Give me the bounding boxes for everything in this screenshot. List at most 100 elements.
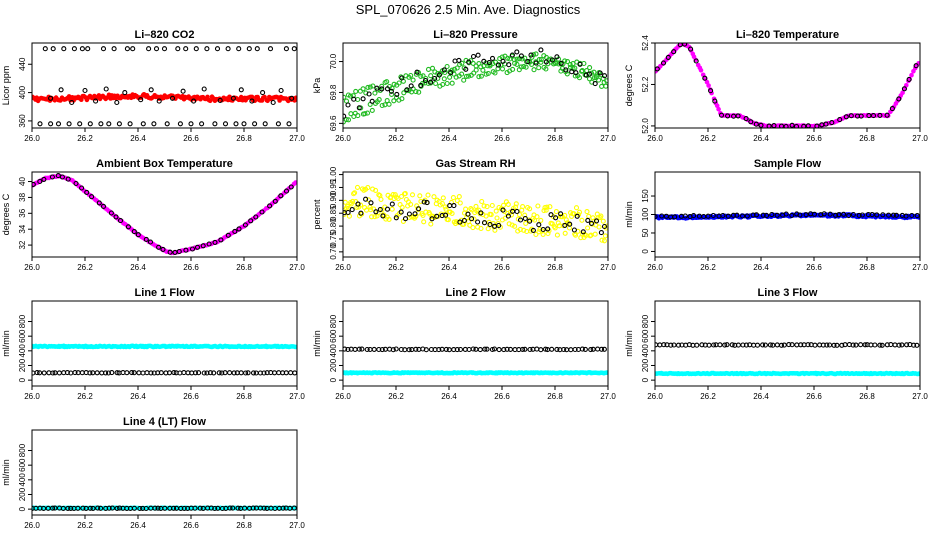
data-point — [514, 61, 520, 67]
y-tick-label: 800 — [329, 314, 338, 328]
data-point — [69, 99, 75, 106]
y-tick-label: 800 — [641, 314, 650, 328]
data-point — [370, 83, 376, 89]
y-tick-label: 600 — [18, 329, 27, 343]
data-point — [585, 217, 591, 223]
plot-frame — [342, 171, 609, 258]
x-tick-label: 26.2 — [388, 392, 404, 401]
data-point — [463, 73, 470, 79]
data-point — [536, 222, 542, 228]
data-point — [98, 121, 104, 127]
data-point — [538, 59, 544, 65]
data-point — [598, 213, 604, 219]
data-point — [717, 342, 723, 348]
data-point — [470, 346, 476, 352]
data-point — [372, 90, 378, 96]
data-point — [265, 98, 270, 104]
data-point — [404, 87, 410, 93]
data-point — [454, 347, 460, 353]
y-tick-label: 50 — [641, 228, 650, 237]
data-point — [803, 212, 809, 218]
data-point — [350, 198, 356, 204]
data-point — [595, 346, 601, 352]
data-point — [442, 204, 448, 210]
data-point — [833, 212, 839, 218]
data-point — [111, 46, 117, 52]
data-point — [576, 209, 583, 215]
data-point — [343, 199, 348, 205]
data-point — [443, 212, 449, 218]
data-point — [227, 505, 233, 511]
figure-title: SPL_070626 2.5 Min. Ave. Diagnostics — [355, 2, 581, 17]
data-point — [347, 93, 354, 99]
data-point — [406, 347, 412, 353]
x-tick-label: 26.4 — [130, 263, 146, 272]
data-point — [448, 70, 454, 76]
data-point — [586, 76, 593, 82]
data-point — [914, 213, 920, 219]
data-point — [384, 86, 391, 92]
data-point — [475, 219, 481, 225]
x-tick-label: 26.0 — [335, 392, 351, 401]
data-point — [283, 188, 290, 194]
data-point — [850, 342, 856, 348]
data-point — [543, 66, 549, 72]
x-tick-label: 27.0 — [912, 263, 928, 272]
data-point — [85, 46, 91, 52]
data-point — [797, 212, 803, 218]
data-point — [79, 46, 85, 52]
y-tick-label: 400 — [641, 344, 650, 358]
data-point — [518, 53, 524, 59]
data-point — [567, 221, 573, 227]
data-point — [374, 85, 380, 91]
data-point — [394, 91, 400, 97]
data-point — [373, 209, 379, 215]
data-point — [911, 342, 917, 348]
y-axis-label: ml/min — [312, 330, 322, 357]
data-point — [812, 342, 818, 348]
data-point — [481, 58, 487, 64]
y-tick-label: 1.00 — [329, 166, 338, 182]
data-point — [222, 121, 229, 127]
data-point — [114, 99, 120, 106]
data-point — [106, 121, 112, 127]
data-point — [469, 216, 475, 222]
data-point — [657, 342, 663, 348]
data-point — [743, 342, 749, 348]
data-point — [152, 505, 158, 511]
data-point — [786, 342, 792, 348]
data-point — [572, 73, 578, 79]
data-point — [553, 209, 559, 215]
data-point — [789, 212, 795, 218]
data-point — [103, 370, 109, 376]
data-point — [399, 204, 405, 210]
data-point — [441, 67, 447, 73]
data-point — [158, 370, 164, 376]
x-tick-label: 27.0 — [289, 392, 305, 401]
data-point — [236, 226, 242, 232]
y-tick-label: 0.85 — [329, 205, 338, 221]
data-point — [470, 53, 477, 60]
data-point — [68, 505, 74, 511]
chart-title: Line 4 (LT) Flow — [123, 416, 206, 428]
data-point — [872, 342, 878, 348]
data-point — [734, 212, 740, 218]
data-point — [699, 342, 705, 348]
data-point — [207, 370, 213, 376]
data-point — [345, 209, 351, 216]
data-point — [708, 88, 714, 94]
data-point — [500, 207, 506, 213]
data-point — [877, 342, 883, 348]
chart-panel: Line 4 (LT) Flow ml/min 26.0 26.2 26.4 26.6 26… — [1, 416, 305, 530]
data-point — [558, 211, 564, 217]
data-point — [94, 370, 100, 376]
x-tick-label: 26.8 — [859, 392, 875, 401]
data-point — [596, 224, 602, 230]
data-point — [688, 46, 694, 52]
data-point — [491, 346, 498, 352]
data-point — [473, 346, 479, 352]
data-point — [793, 123, 800, 128]
data-point — [32, 181, 36, 187]
data-point — [580, 229, 586, 235]
data-point — [532, 217, 538, 223]
